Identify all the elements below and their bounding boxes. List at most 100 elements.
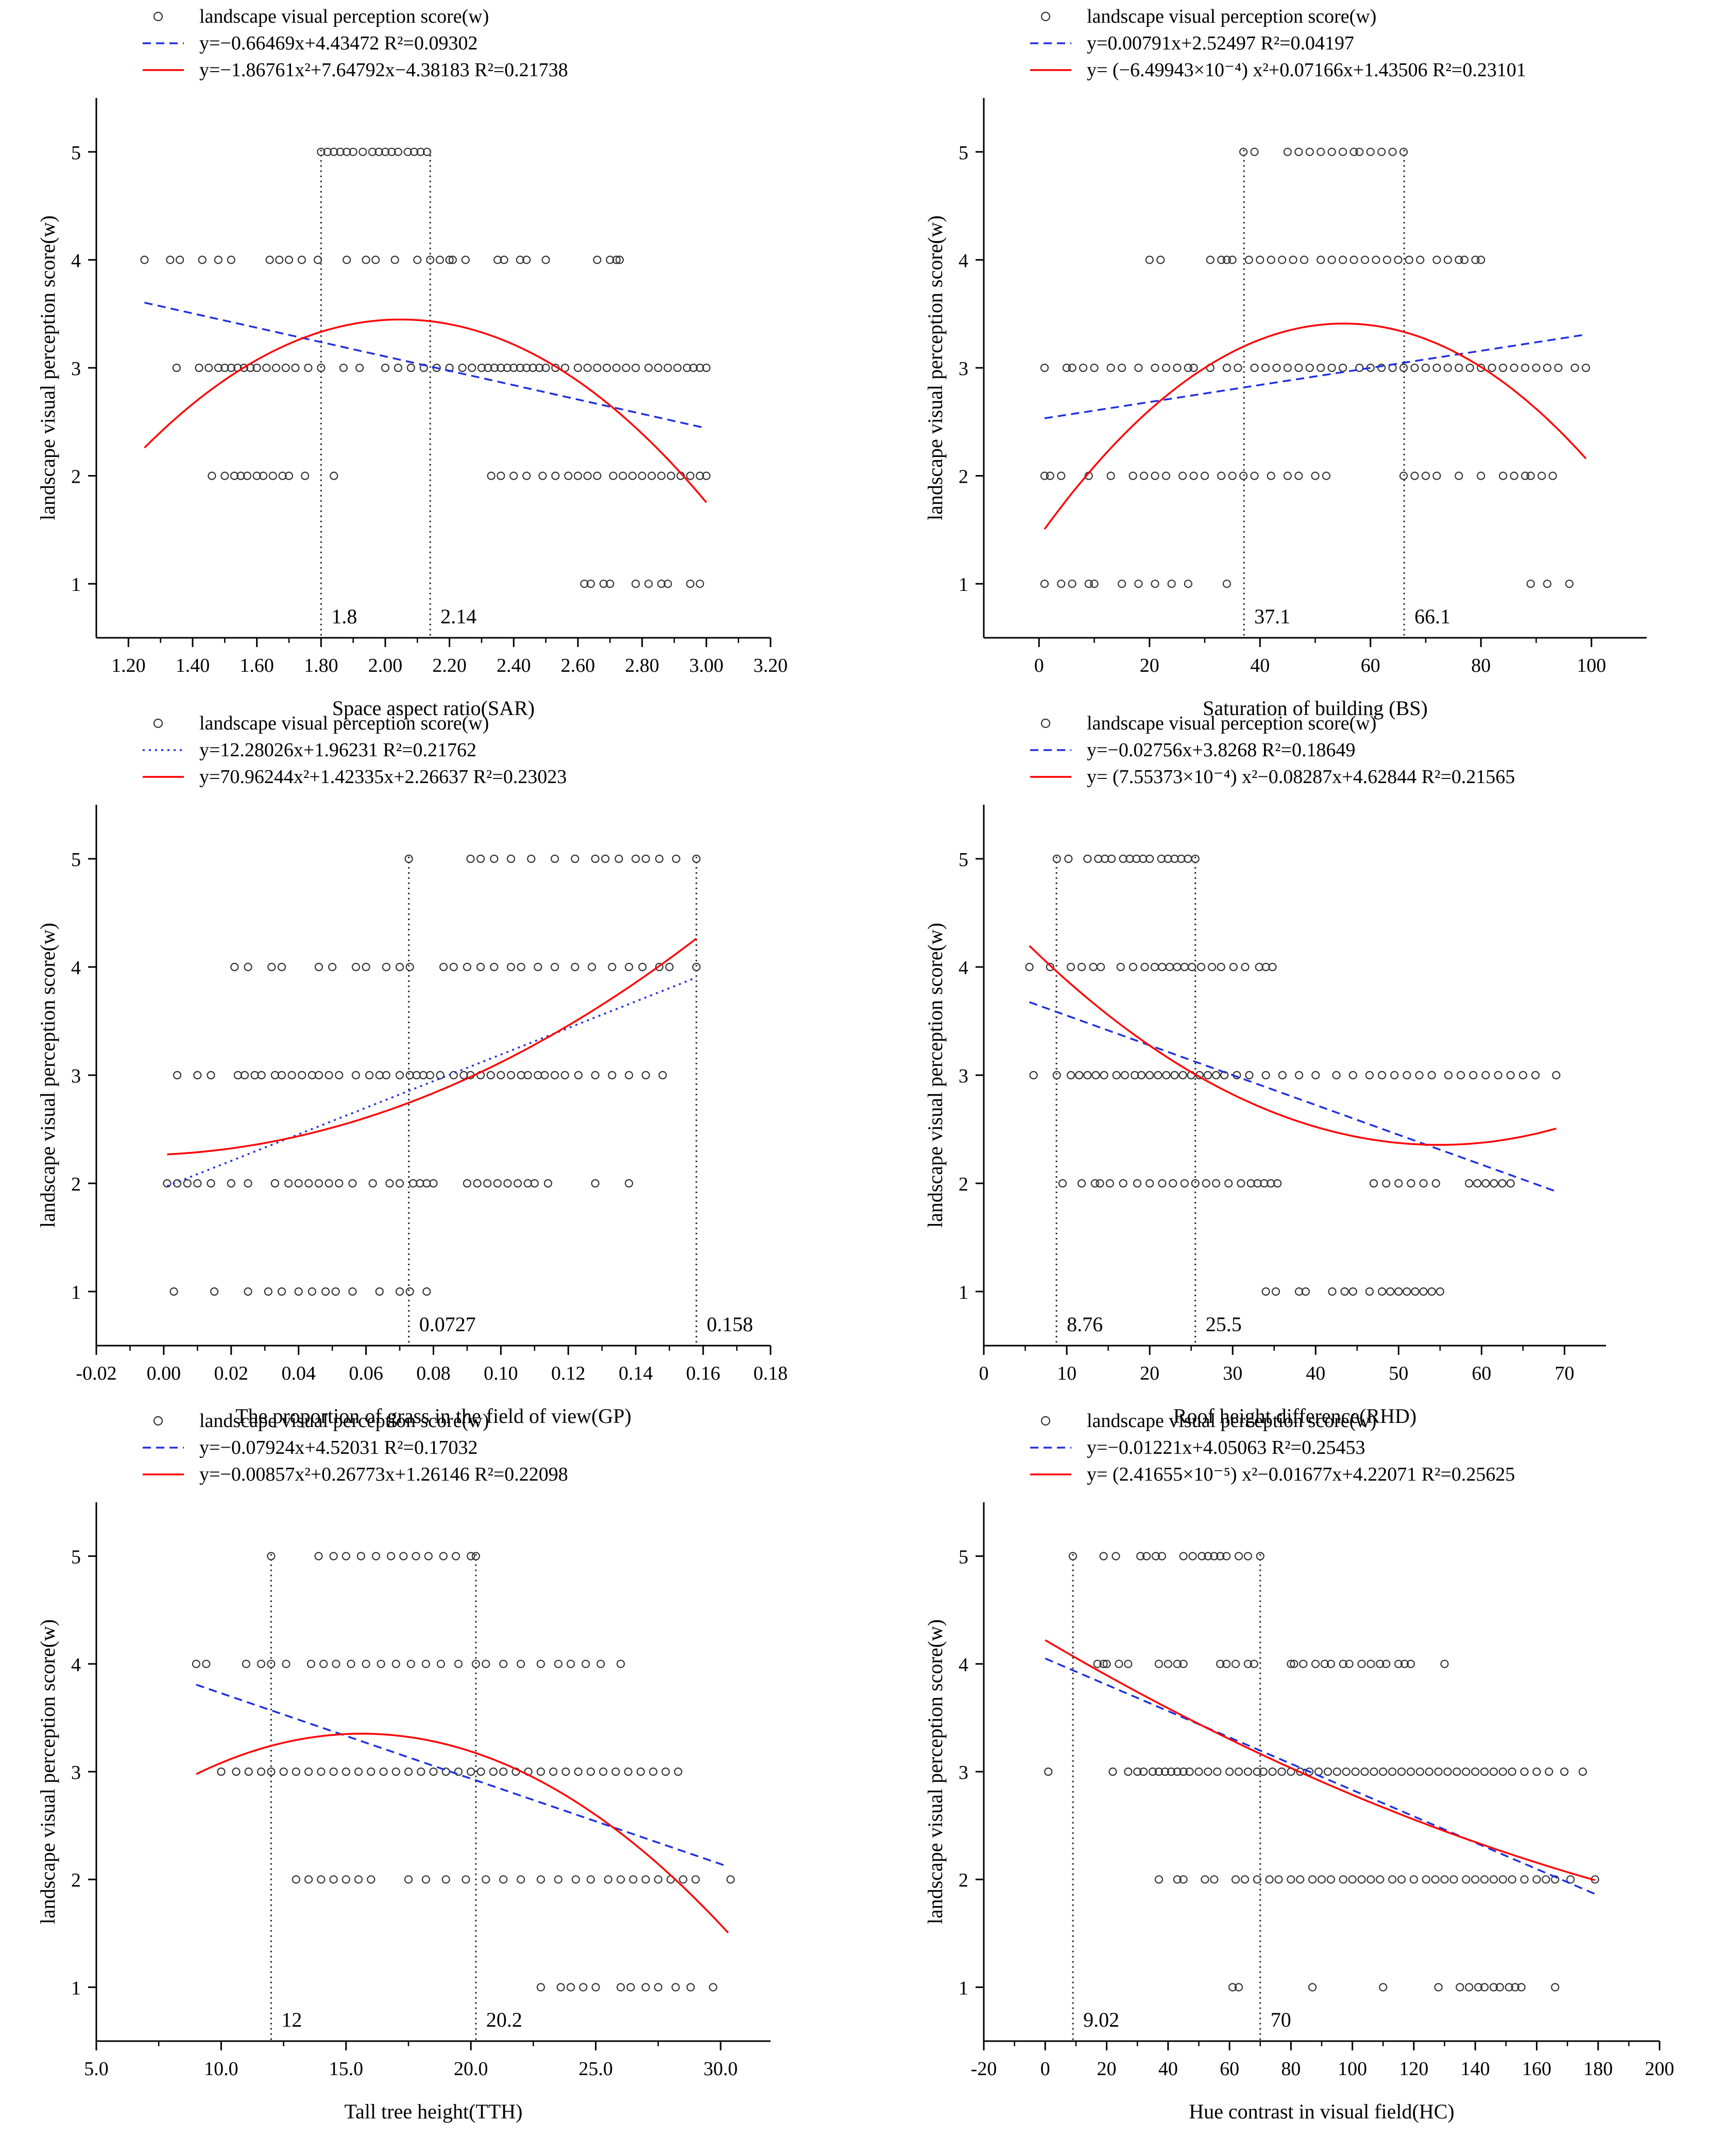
data-point	[1506, 1071, 1515, 1080]
data-point	[314, 962, 323, 972]
data-point	[1339, 363, 1347, 372]
data-point	[1498, 1875, 1507, 1884]
data-point	[499, 1875, 508, 1884]
data-point	[1145, 256, 1154, 264]
data-point	[416, 147, 425, 156]
data-point	[580, 580, 589, 588]
data-point	[207, 1071, 215, 1080]
data-point	[567, 1659, 575, 1668]
data-point	[1551, 1983, 1560, 1992]
data-point	[354, 1767, 363, 1776]
data-point	[1197, 962, 1206, 972]
data-point	[1465, 1983, 1474, 1992]
data-point	[1184, 580, 1192, 588]
data-point	[220, 363, 229, 372]
data-point	[1471, 1875, 1480, 1884]
data-point	[1091, 1071, 1100, 1080]
data-point	[1157, 1552, 1166, 1560]
data-point	[631, 363, 640, 372]
x-tick-label: 140	[1461, 2058, 1490, 2080]
legend-label: landscape visual perception score(w)	[1087, 712, 1376, 734]
data-point	[1339, 1659, 1347, 1668]
data-point	[1537, 471, 1546, 480]
y-tick-label: 5	[71, 849, 81, 871]
data-point	[1077, 1179, 1086, 1188]
data-point	[726, 1875, 735, 1884]
data-point	[1351, 1767, 1360, 1776]
data-point	[556, 1983, 565, 1992]
data-point	[294, 1287, 303, 1296]
data-point	[422, 1179, 431, 1188]
data-point	[1057, 580, 1066, 588]
y-tick-label: 2	[959, 1174, 968, 1195]
data-point	[329, 1875, 338, 1884]
data-point	[1505, 1983, 1513, 1992]
legend: landscape visual perception score(w) y=−0…	[1030, 1410, 1515, 1485]
data-point	[351, 962, 361, 972]
data-point	[1250, 147, 1259, 156]
x-tick-label: 50	[1389, 1363, 1408, 1384]
legend-label: landscape visual perception score(w)	[199, 712, 489, 734]
data-point	[1431, 1875, 1440, 1884]
data-point	[1267, 256, 1275, 264]
data-point	[1097, 962, 1105, 972]
data-point	[573, 363, 583, 372]
data-point	[264, 1287, 272, 1296]
data-point	[367, 1875, 375, 1884]
data-point	[536, 1983, 545, 1992]
data-point	[1499, 363, 1508, 372]
x-axis-title: Roof height difference(RHD)	[1173, 1404, 1416, 1428]
data-point	[1119, 854, 1127, 863]
data-point	[1510, 471, 1518, 480]
data-point	[695, 363, 704, 372]
data-point	[1261, 1071, 1270, 1080]
data-point	[1339, 147, 1347, 156]
data-point	[1301, 1287, 1310, 1296]
data-point	[391, 1767, 400, 1776]
data-point	[467, 1552, 475, 1560]
data-point	[1178, 471, 1187, 480]
data-point	[1131, 1071, 1139, 1080]
data-point	[1311, 471, 1320, 480]
y-tick-label: 2	[959, 1870, 968, 1891]
data-point	[1268, 962, 1277, 972]
x-tick-label: 0.00	[147, 1363, 181, 1384]
data-point	[1488, 363, 1496, 372]
data-point	[663, 363, 672, 372]
y-tick-label: 1	[959, 1977, 968, 1999]
data-point	[686, 580, 695, 588]
legend-label: y= (7.55373×10⁻⁴) x²−0.08287x+4.62844 R²…	[1087, 766, 1515, 788]
data-point	[214, 256, 223, 264]
data-point	[1407, 1179, 1415, 1188]
x-axis-title: Hue contrast in visual field(HC)	[1189, 2100, 1454, 2123]
data-point	[1204, 1552, 1212, 1560]
data-point	[406, 1659, 415, 1668]
data-point	[493, 1179, 502, 1188]
data-point	[412, 1552, 420, 1560]
data-point	[1348, 1875, 1357, 1884]
data-point	[551, 471, 560, 480]
data-point	[1040, 471, 1049, 480]
data-point	[1545, 1767, 1553, 1776]
data-point	[413, 256, 422, 264]
data-point	[1157, 854, 1166, 863]
data-point	[1296, 1875, 1305, 1884]
data-point	[1093, 1659, 1102, 1668]
x-tick-label: -20	[971, 2058, 997, 2080]
data-point	[204, 363, 213, 372]
y-axis-title: landscape visual perception score(w)	[36, 215, 59, 520]
data-point	[1342, 1767, 1351, 1776]
data-point	[1240, 1875, 1250, 1884]
data-point	[1581, 363, 1591, 372]
data-point	[1228, 256, 1237, 264]
data-point	[1455, 471, 1463, 480]
data-point	[1115, 1659, 1123, 1668]
data-point	[1332, 1071, 1341, 1080]
data-point	[1260, 1179, 1269, 1188]
data-point	[503, 363, 511, 372]
data-point	[409, 147, 419, 156]
data-point	[1480, 1875, 1489, 1884]
data-point	[1317, 256, 1325, 264]
data-point	[1029, 1071, 1038, 1080]
data-point	[1379, 1767, 1388, 1776]
